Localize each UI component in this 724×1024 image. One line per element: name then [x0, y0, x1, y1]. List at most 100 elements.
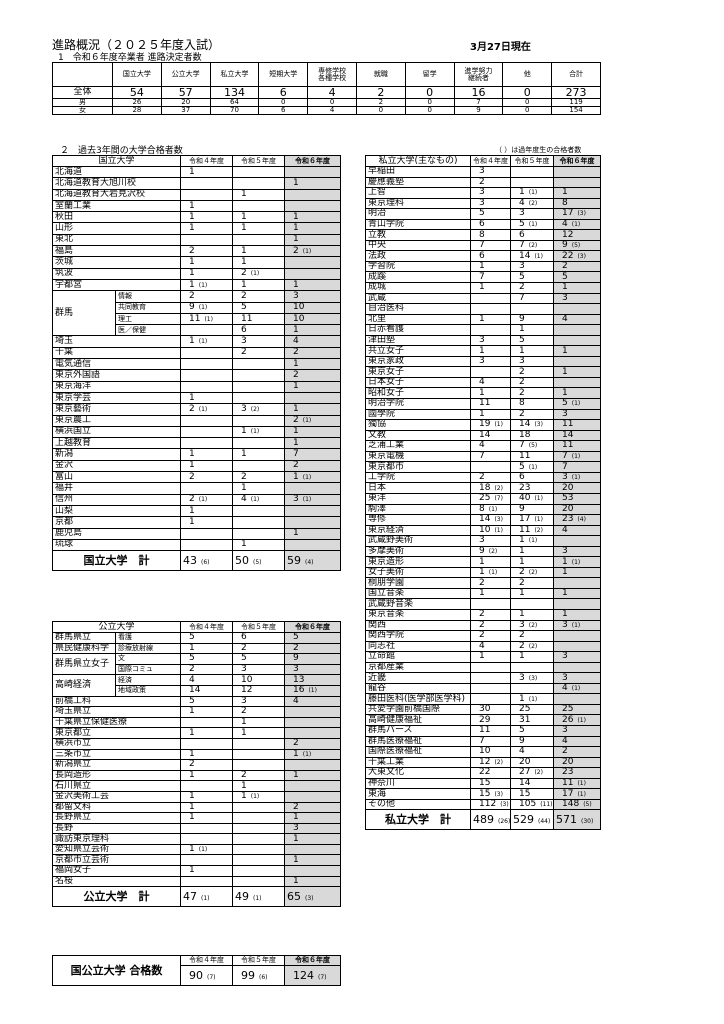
cell: [284, 391, 342, 405]
cell: 15: [470, 777, 511, 790]
cell: 3: [284, 290, 342, 303]
cell: 1: [510, 608, 554, 621]
row: 琉球 1: [51, 538, 342, 552]
paren-count: (1): [302, 496, 312, 504]
row: 高崎経済 経済 4 10 13: [52, 674, 342, 697]
cell: 1: [232, 211, 286, 224]
cell: 6: [470, 218, 511, 231]
cell: [284, 759, 342, 771]
cell: [284, 538, 342, 552]
name: 北里: [365, 313, 471, 326]
paren-count: (1): [577, 790, 586, 798]
paren-count: (30): [581, 818, 594, 826]
row: 明治学院 11 8 5 (1): [365, 398, 601, 410]
count: 11: [241, 313, 253, 324]
count: 9: [519, 314, 525, 324]
count: 1: [519, 651, 525, 662]
cell: 43 (6): [180, 550, 234, 572]
cell: 29: [470, 714, 511, 726]
cell: 2: [284, 459, 342, 473]
row: 全体 54 57 134 6 4 2 0 16 0 273: [52, 86, 601, 99]
cell: 9 (2): [470, 545, 511, 558]
cell: 70: [209, 106, 260, 115]
name: 電気通信: [51, 358, 182, 371]
row: 武蔵野音楽: [365, 598, 601, 610]
paren-count: (1): [571, 474, 581, 482]
name: 県民健康科学: [52, 642, 116, 655]
paren-count: (1): [528, 189, 538, 197]
paren-count: (1): [534, 516, 543, 524]
cell: 2: [232, 471, 286, 484]
count: 3: [519, 672, 525, 683]
cell: 3 (1): [553, 619, 601, 632]
cell: 2: [284, 346, 342, 360]
cell: 47 (1): [180, 886, 234, 908]
row-label: 女: [52, 106, 113, 115]
count: 14: [479, 514, 491, 525]
cell: [232, 833, 286, 845]
cell: 112 (3): [470, 798, 511, 811]
row: 女子美術 1 (1) 2 (2) 1: [365, 566, 601, 579]
total-row: 公立大学 計 47 (1) 49 (1) 65 (3): [51, 886, 342, 908]
name: 立教: [365, 229, 471, 241]
cell: [470, 672, 511, 684]
row: 都留文科 1 2: [51, 801, 342, 814]
cell: 31: [510, 714, 554, 726]
count: 8: [479, 229, 485, 240]
count: 3: [519, 356, 525, 367]
cell: 1: [510, 587, 554, 600]
cell: 1: [470, 587, 511, 600]
paren-count: (1): [250, 793, 260, 801]
cell: 19 (1): [470, 419, 511, 431]
cell: 3: [470, 187, 511, 199]
name: 京都市立芸術: [51, 854, 182, 867]
row: 長野県立 1 1: [51, 812, 342, 824]
cell: [470, 366, 511, 378]
cell: 1: [232, 727, 286, 739]
name: 共愛学園前橋国際: [365, 703, 471, 716]
count: 1: [241, 539, 247, 550]
name: 東京藝術: [51, 403, 182, 416]
cell: 59 (4): [284, 550, 342, 572]
row: 上智 3 1 (1) 1: [365, 187, 601, 199]
paren-count: (1): [571, 621, 581, 629]
name: 千葉: [51, 346, 182, 360]
name: 高崎経済: [52, 674, 116, 697]
row: 武蔵野美術 3 1 (1): [365, 535, 601, 547]
header-cell: 令和５年度: [232, 621, 286, 633]
count: 5: [519, 725, 525, 736]
cell: 6: [232, 324, 286, 337]
name: 東京造形: [365, 556, 471, 568]
name: 宇都宮: [51, 278, 182, 292]
cell: 7: [553, 461, 601, 473]
count: 1: [189, 749, 195, 759]
paren-count: (1): [198, 281, 208, 289]
row: 群馬県立女子文 5 5 9: [52, 653, 342, 676]
count: 3: [519, 620, 525, 630]
count: 14: [519, 250, 531, 261]
cell: 4: [553, 735, 601, 748]
count: 7: [479, 271, 485, 282]
cell: 54: [112, 86, 162, 99]
count: 18: [519, 430, 531, 440]
public-table: 公立大学 令和４年度 令和５年度 令和６年度 群馬県立 看護 5 6 5 県民健康科学 診療放射線 1…: [51, 621, 342, 908]
cell: [553, 640, 601, 653]
cell: 1: [470, 345, 511, 357]
name: 長野県立: [51, 812, 182, 824]
paren-count: (1): [302, 473, 312, 481]
row: 近畿 3 (3) 3: [365, 672, 601, 684]
sub-name: 情報: [114, 290, 182, 303]
row: 三条市立 1 1 (1): [51, 748, 342, 761]
cell: 2: [355, 98, 406, 107]
count: 3: [241, 664, 247, 675]
name: 武蔵野音楽: [365, 598, 471, 610]
count: 2: [293, 460, 299, 471]
cell: 1 (1): [180, 335, 234, 348]
cell: 0: [355, 106, 406, 115]
cell: 1: [284, 211, 342, 224]
row: 東京音楽 2 1 1: [365, 608, 601, 621]
count: 1: [479, 556, 485, 567]
row: 駒澤 8 (1) 9 20: [365, 503, 601, 516]
header-cell: 令和４年度: [470, 155, 511, 167]
count: 2: [519, 577, 525, 588]
